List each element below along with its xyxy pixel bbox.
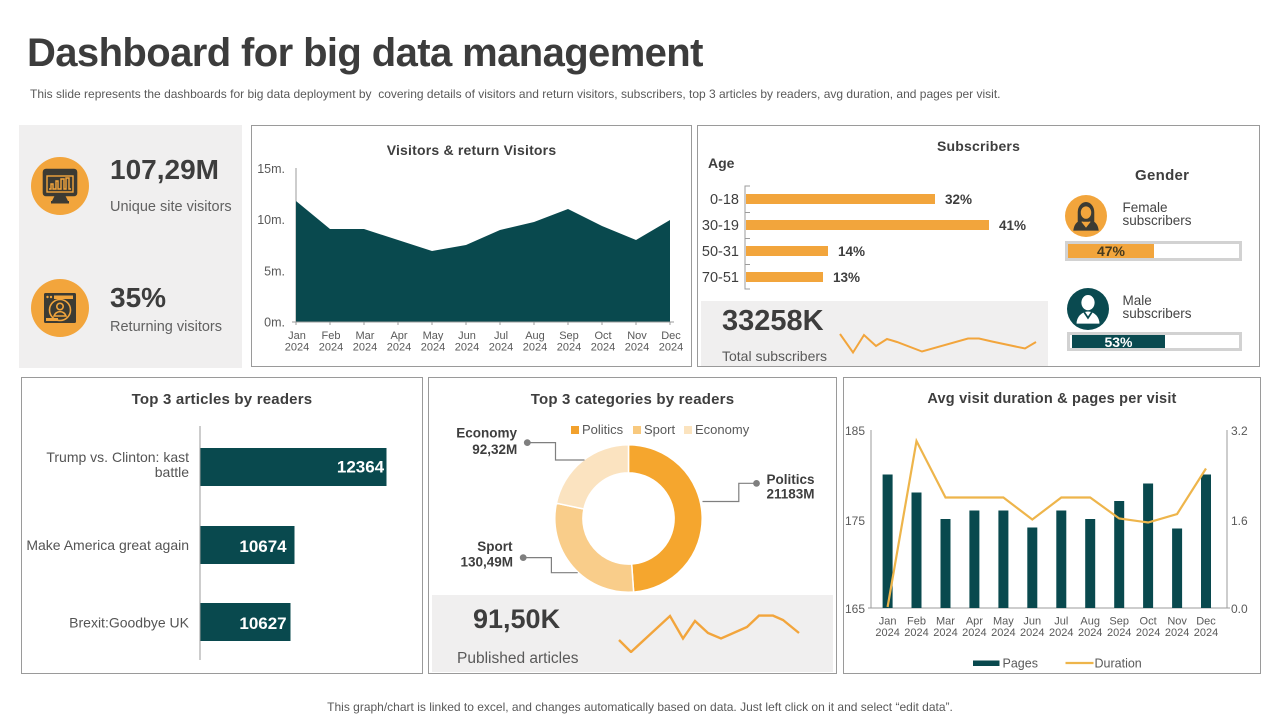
svg-text:Sep: Sep <box>559 330 579 342</box>
svg-text:2024: 2024 <box>523 342 547 354</box>
svg-text:30-19: 30-19 <box>702 218 739 234</box>
svg-text:2024: 2024 <box>353 342 377 354</box>
svg-text:92,32M: 92,32M <box>472 442 517 457</box>
svg-text:12364: 12364 <box>337 458 385 477</box>
svg-text:Apr: Apr <box>390 330 407 342</box>
svg-text:130,49M: 130,49M <box>460 555 513 570</box>
svg-text:2024: 2024 <box>1165 627 1189 639</box>
svg-text:10m.: 10m. <box>257 213 285 227</box>
svg-text:Economy: Economy <box>695 422 750 437</box>
svg-text:Politics: Politics <box>582 422 624 437</box>
svg-text:2024: 2024 <box>659 342 683 354</box>
svg-text:Sport: Sport <box>644 422 675 437</box>
svg-text:175: 175 <box>845 514 865 528</box>
svg-text:Oct: Oct <box>594 330 611 342</box>
svg-text:Politics: Politics <box>767 472 815 487</box>
svg-text:2024: 2024 <box>285 342 309 354</box>
svg-text:Feb: Feb <box>907 616 926 628</box>
svg-text:Oct: Oct <box>1140 616 1157 628</box>
svg-text:Jan: Jan <box>288 330 306 342</box>
svg-text:Nov: Nov <box>627 330 647 342</box>
svg-text:2024: 2024 <box>933 627 957 639</box>
svg-text:21183M: 21183M <box>767 487 815 502</box>
svg-text:May: May <box>423 330 444 342</box>
svg-text:2024: 2024 <box>1049 627 1073 639</box>
svg-text:Aug: Aug <box>525 330 545 342</box>
svg-text:2024: 2024 <box>991 627 1015 639</box>
svg-text:Economy: Economy <box>456 426 517 441</box>
svg-text:Feb: Feb <box>322 330 341 342</box>
svg-text:2024: 2024 <box>1107 627 1131 639</box>
svg-text:Mar: Mar <box>936 616 955 628</box>
svg-text:1.6: 1.6 <box>1231 514 1248 528</box>
svg-text:10674: 10674 <box>239 537 287 556</box>
svg-text:165: 165 <box>845 602 865 616</box>
svg-text:Aug: Aug <box>1080 616 1100 628</box>
svg-text:2024: 2024 <box>1136 627 1160 639</box>
svg-text:Dec: Dec <box>1196 616 1216 628</box>
svg-text:2024: 2024 <box>319 342 343 354</box>
svg-text:70-51: 70-51 <box>702 270 739 286</box>
svg-text:2024: 2024 <box>904 627 928 639</box>
svg-text:Trump vs. Clinton: kast: Trump vs. Clinton: kast <box>46 449 189 465</box>
svg-text:battle: battle <box>155 464 189 480</box>
svg-text:2024: 2024 <box>625 342 649 354</box>
svg-text:2024: 2024 <box>557 342 581 354</box>
svg-text:Sep: Sep <box>1109 616 1129 628</box>
svg-text:Nov: Nov <box>1167 616 1187 628</box>
svg-text:Dec: Dec <box>661 330 681 342</box>
svg-text:2024: 2024 <box>455 342 479 354</box>
svg-text:0-18: 0-18 <box>710 192 739 208</box>
svg-text:15m.: 15m. <box>257 162 285 176</box>
svg-text:185: 185 <box>845 424 865 438</box>
svg-text:50-31: 50-31 <box>702 244 739 260</box>
svg-text:0.0: 0.0 <box>1231 602 1248 616</box>
svg-text:Jul: Jul <box>494 330 508 342</box>
svg-text:Duration: Duration <box>1095 657 1142 671</box>
svg-text:2024: 2024 <box>875 627 899 639</box>
svg-text:May: May <box>993 616 1014 628</box>
svg-text:2024: 2024 <box>387 342 411 354</box>
svg-text:Jan: Jan <box>879 616 897 628</box>
svg-text:0m.: 0m. <box>264 316 285 330</box>
svg-text:Make America great again: Make America great again <box>26 537 189 553</box>
svg-text:Jun: Jun <box>1023 616 1041 628</box>
svg-text:Jun: Jun <box>458 330 476 342</box>
svg-text:Mar: Mar <box>356 330 375 342</box>
svg-text:Sport: Sport <box>477 539 513 554</box>
svg-text:2024: 2024 <box>1194 627 1218 639</box>
svg-text:10627: 10627 <box>239 614 286 633</box>
svg-text:Brexit:Goodbye UK: Brexit:Goodbye UK <box>69 615 189 631</box>
svg-text:Pages: Pages <box>1003 657 1038 671</box>
svg-text:32%: 32% <box>945 192 972 207</box>
svg-text:13%: 13% <box>833 270 860 285</box>
svg-text:Jul: Jul <box>1054 616 1068 628</box>
svg-text:2024: 2024 <box>421 342 445 354</box>
svg-text:2024: 2024 <box>962 627 986 639</box>
svg-text:2024: 2024 <box>1020 627 1044 639</box>
svg-text:14%: 14% <box>838 244 865 259</box>
svg-text:3.2: 3.2 <box>1231 424 1248 438</box>
svg-text:Apr: Apr <box>966 616 983 628</box>
svg-text:2024: 2024 <box>1078 627 1102 639</box>
svg-text:5m.: 5m. <box>264 264 285 278</box>
svg-text:41%: 41% <box>999 218 1026 233</box>
svg-text:2024: 2024 <box>489 342 513 354</box>
svg-text:2024: 2024 <box>591 342 615 354</box>
